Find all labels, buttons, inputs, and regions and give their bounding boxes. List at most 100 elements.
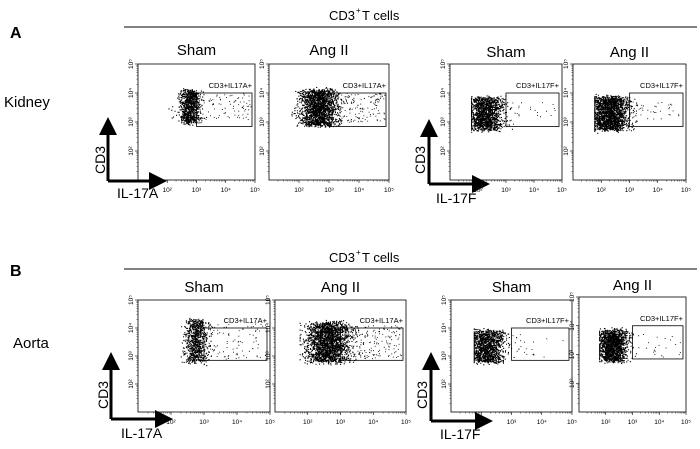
y-tick-label: 10⁴: [128, 88, 135, 98]
panel-header-main: CD3: [329, 8, 355, 23]
x-tick-label: 10⁴: [368, 419, 378, 426]
y-tick-label: 10⁴: [259, 88, 266, 98]
x-axis-label: IL-17A: [117, 185, 159, 201]
gate-label: CD3+IL17A+: [209, 81, 253, 90]
x-tick-label: 10³: [336, 419, 346, 426]
panel-header-sup: +: [356, 248, 361, 257]
y-tick-label: 10³: [440, 116, 447, 126]
y-tick-label: 10²: [440, 145, 447, 155]
gate-label: CD3+IL17A+: [343, 81, 387, 90]
gate-box: [511, 327, 570, 361]
gate-label: CD3+IL17F+: [526, 316, 570, 325]
plot-title: Ang II: [613, 277, 652, 294]
y-tick-label: 10⁴: [440, 88, 447, 98]
dot-plot: Ang II 10² 10³ 10⁴ 10⁵ 10⁵ 10⁴ 10³ 10² CD3+IL17A+: [265, 279, 411, 426]
gate-box: [505, 92, 560, 127]
gate-label: CD3+IL17F+: [640, 314, 684, 323]
x-tick-label: 10⁵: [401, 419, 411, 426]
event-dot-cloud: [168, 88, 252, 126]
x-tick-label: 10³: [192, 187, 202, 194]
event-dots: [473, 328, 564, 366]
gate-label: CD3+IL17F+: [516, 81, 560, 90]
y-axis-label: CD3: [412, 146, 428, 174]
event-dot-cloud: [291, 86, 386, 128]
x-tick-label: 10³: [199, 419, 209, 426]
y-tick-label: 10⁴: [265, 323, 272, 333]
x-tick-label: 10²: [163, 187, 173, 194]
y-axis-label: CD3: [92, 146, 108, 174]
x-axis-label: IL-17F: [436, 190, 476, 206]
x-axis-label: IL-17F: [440, 426, 480, 442]
y-tick-label: 10²: [128, 145, 135, 155]
y-tick-label: 10³: [128, 116, 135, 126]
x-tick-label: 10²: [601, 419, 611, 426]
axis-indicator-b-il17a: CD3 IL-17A: [95, 352, 173, 441]
plot-title: Sham: [486, 44, 525, 61]
panel-header-main: CD3: [329, 250, 355, 265]
panel-header-sup: +: [356, 6, 361, 15]
tissue-label: Kidney: [4, 94, 50, 111]
dot-plot: Sham 10² 10³ 10⁴ 10⁵ 10⁵ 10⁴ 10³ 10² CD3+IL17A+: [128, 42, 260, 194]
x-tick-label: 10²: [166, 419, 176, 426]
dot-plot: Ang II 10² 10³ 10⁴ 10⁵ 10⁵ 10⁴ 10³ 10² CD3+IL17A+: [259, 42, 394, 194]
x-tick-label: 10⁴: [354, 187, 364, 194]
plot-title: Ang II: [610, 44, 649, 61]
x-tick-label: 10²: [597, 187, 607, 194]
x-tick-label: 10⁵: [681, 419, 691, 426]
x-tick-label: 10⁴: [653, 187, 663, 194]
axis-indicator-a-il17f: CD3 IL-17F: [412, 119, 490, 206]
gate-box: [632, 325, 684, 360]
x-tick-label: 10³: [625, 187, 635, 194]
tissue-label: Aorta: [13, 335, 50, 352]
y-tick-label: 10²: [569, 378, 576, 388]
y-tick-label: 10²: [441, 378, 448, 388]
event-dots: [299, 319, 402, 366]
event-dots: [180, 317, 266, 367]
y-tick-label: 10⁵: [259, 59, 266, 69]
event-dot-cloud: [594, 93, 680, 134]
dot-plot: Sham 10² 10³ 10⁴ 10⁵ 10⁵ 10⁴ 10³ 10² CD3+IL17F+: [440, 44, 567, 194]
x-tick-label: 10²: [294, 187, 304, 194]
flow-plots: Sham 10² 10³ 10⁴ 10⁵ 10⁵ 10⁴ 10³ 10² CD3+IL17A+ An…: [128, 42, 691, 426]
dot-plot: Ang II 10² 10³ 10⁴ 10⁵ 10⁵ 10⁴ 10³ 10² CD3+IL17F+: [569, 277, 691, 426]
x-tick-label: 10³: [324, 187, 334, 194]
axis-indicator-a-il17a: CD3 IL-17A: [92, 117, 167, 201]
y-tick-label: 10³: [563, 116, 570, 126]
y-tick-label: 10⁵: [569, 292, 576, 302]
x-tick-label: 10⁴: [529, 187, 539, 194]
x-tick-label: 10³: [507, 419, 517, 426]
panel-header-tail: T cells: [362, 8, 400, 23]
x-tick-label: 10²: [477, 419, 487, 426]
y-tick-label: 10³: [441, 350, 448, 360]
x-tick-label: 10⁵: [250, 187, 260, 194]
gate-label: CD3+IL17A+: [360, 316, 404, 325]
y-tick-label: 10²: [265, 378, 272, 388]
y-tick-label: 10⁴: [441, 323, 448, 333]
y-tick-label: 10⁵: [440, 59, 447, 69]
x-tick-label: 10⁴: [654, 419, 664, 426]
plot-title: Sham: [184, 279, 223, 296]
x-tick-label: 10⁵: [557, 187, 567, 194]
y-tick-label: 10⁴: [563, 88, 570, 98]
event-dots: [594, 93, 680, 134]
y-tick-label: 10³: [265, 350, 272, 360]
gate-box: [203, 327, 268, 361]
gate-box: [196, 92, 253, 127]
x-tick-label: 10³: [501, 187, 511, 194]
event-dots: [471, 95, 556, 133]
panel-letter: B: [10, 263, 22, 280]
panel-a: A CD3 + T cells Kidney: [4, 6, 697, 111]
dot-plot: Sham 10² 10³ 10⁴ 10⁵ 10⁵ 10⁴ 10³ 10² CD3+IL17F+: [441, 279, 577, 426]
event-dots: [168, 88, 252, 126]
event-dots: [291, 86, 386, 128]
plot-title: Ang II: [309, 42, 348, 59]
gate-label: CD3+IL17F+: [640, 81, 684, 90]
x-tick-label: 10⁴: [232, 419, 242, 426]
event-dot-cloud: [180, 317, 266, 367]
axis-indicator-b-il17f: CD3 IL-17F: [414, 352, 493, 442]
panel-header-tail: T cells: [362, 250, 400, 265]
y-axis-label: CD3: [95, 381, 111, 409]
x-tick-label: 10²: [303, 419, 313, 426]
event-dot-cloud: [473, 328, 564, 366]
